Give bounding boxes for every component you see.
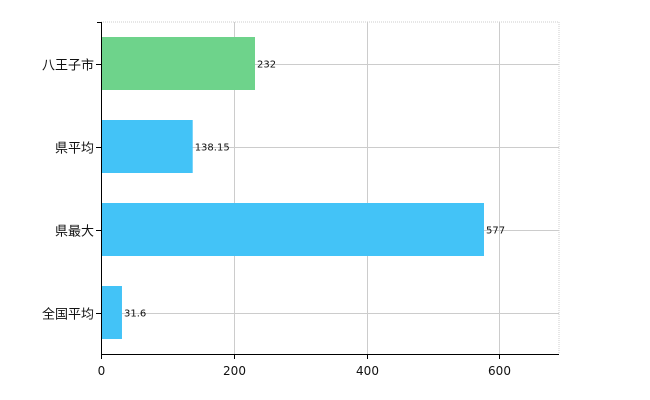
- bar-3: [101, 286, 122, 339]
- category-label-3: 全国平均: [42, 307, 94, 323]
- x-tick-label-1: 200: [223, 364, 246, 378]
- category-label-0: 八王子市: [42, 58, 94, 74]
- data-label-1: 138.15: [195, 143, 230, 154]
- data-label-0: 232: [257, 60, 276, 71]
- x-tick-label-0: 0: [98, 364, 106, 378]
- category-label-1: 県平均: [55, 142, 94, 157]
- x-tick-label-2: 400: [356, 364, 379, 378]
- x-tick-label-3: 600: [488, 364, 511, 378]
- data-label-2: 577: [486, 226, 505, 237]
- bars: [101, 37, 484, 339]
- axes: [96, 22, 559, 359]
- category-label-2: 県最大: [55, 225, 94, 240]
- data-label-3: 31.6: [124, 309, 146, 320]
- bar-0: [101, 37, 255, 90]
- bar-1: [101, 120, 193, 173]
- bar-2: [101, 203, 484, 256]
